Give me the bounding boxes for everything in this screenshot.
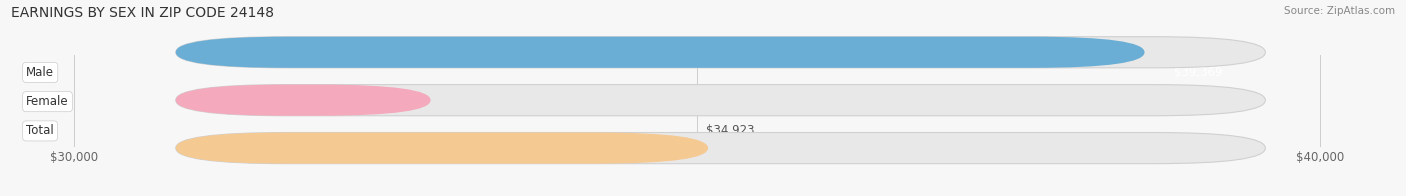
Text: Total: Total [27,124,53,137]
Text: Female: Female [27,95,69,108]
Text: $32,096: $32,096 [353,95,402,108]
Text: $39,369: $39,369 [1174,66,1223,79]
Text: Male: Male [27,66,55,79]
Text: EARNINGS BY SEX IN ZIP CODE 24148: EARNINGS BY SEX IN ZIP CODE 24148 [11,6,274,20]
Text: Source: ZipAtlas.com: Source: ZipAtlas.com [1284,6,1395,16]
Text: $34,923: $34,923 [706,124,755,137]
